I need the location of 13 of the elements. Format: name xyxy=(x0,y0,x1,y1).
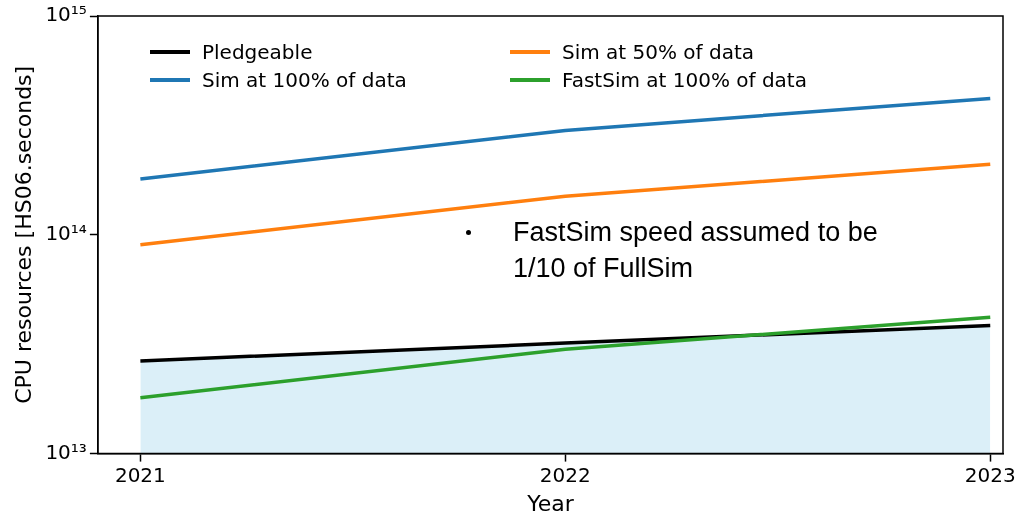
y-tick-label: 10¹⁴ xyxy=(45,221,87,245)
x-axis-title: Year xyxy=(526,490,575,516)
legend-label: Sim at 100% of data xyxy=(202,68,407,92)
legend-label: Sim at 50% of data xyxy=(562,40,755,64)
legend-label: FastSim at 100% of data xyxy=(562,68,807,92)
x-tick-label: 2022 xyxy=(539,462,591,487)
x-tick-label: 2021 xyxy=(114,462,166,487)
x-tick-label: 2023 xyxy=(964,462,1016,487)
annotation: FastSim speed assumed to be 1/10 of FullSim xyxy=(513,216,879,285)
legend-label: Pledgeable xyxy=(202,40,313,64)
y-tick-label: 10¹³ xyxy=(45,439,87,464)
y-tick-label: 10¹⁵ xyxy=(45,2,87,27)
y-axis-title: CPU resources [HS06.seconds] xyxy=(10,65,36,404)
